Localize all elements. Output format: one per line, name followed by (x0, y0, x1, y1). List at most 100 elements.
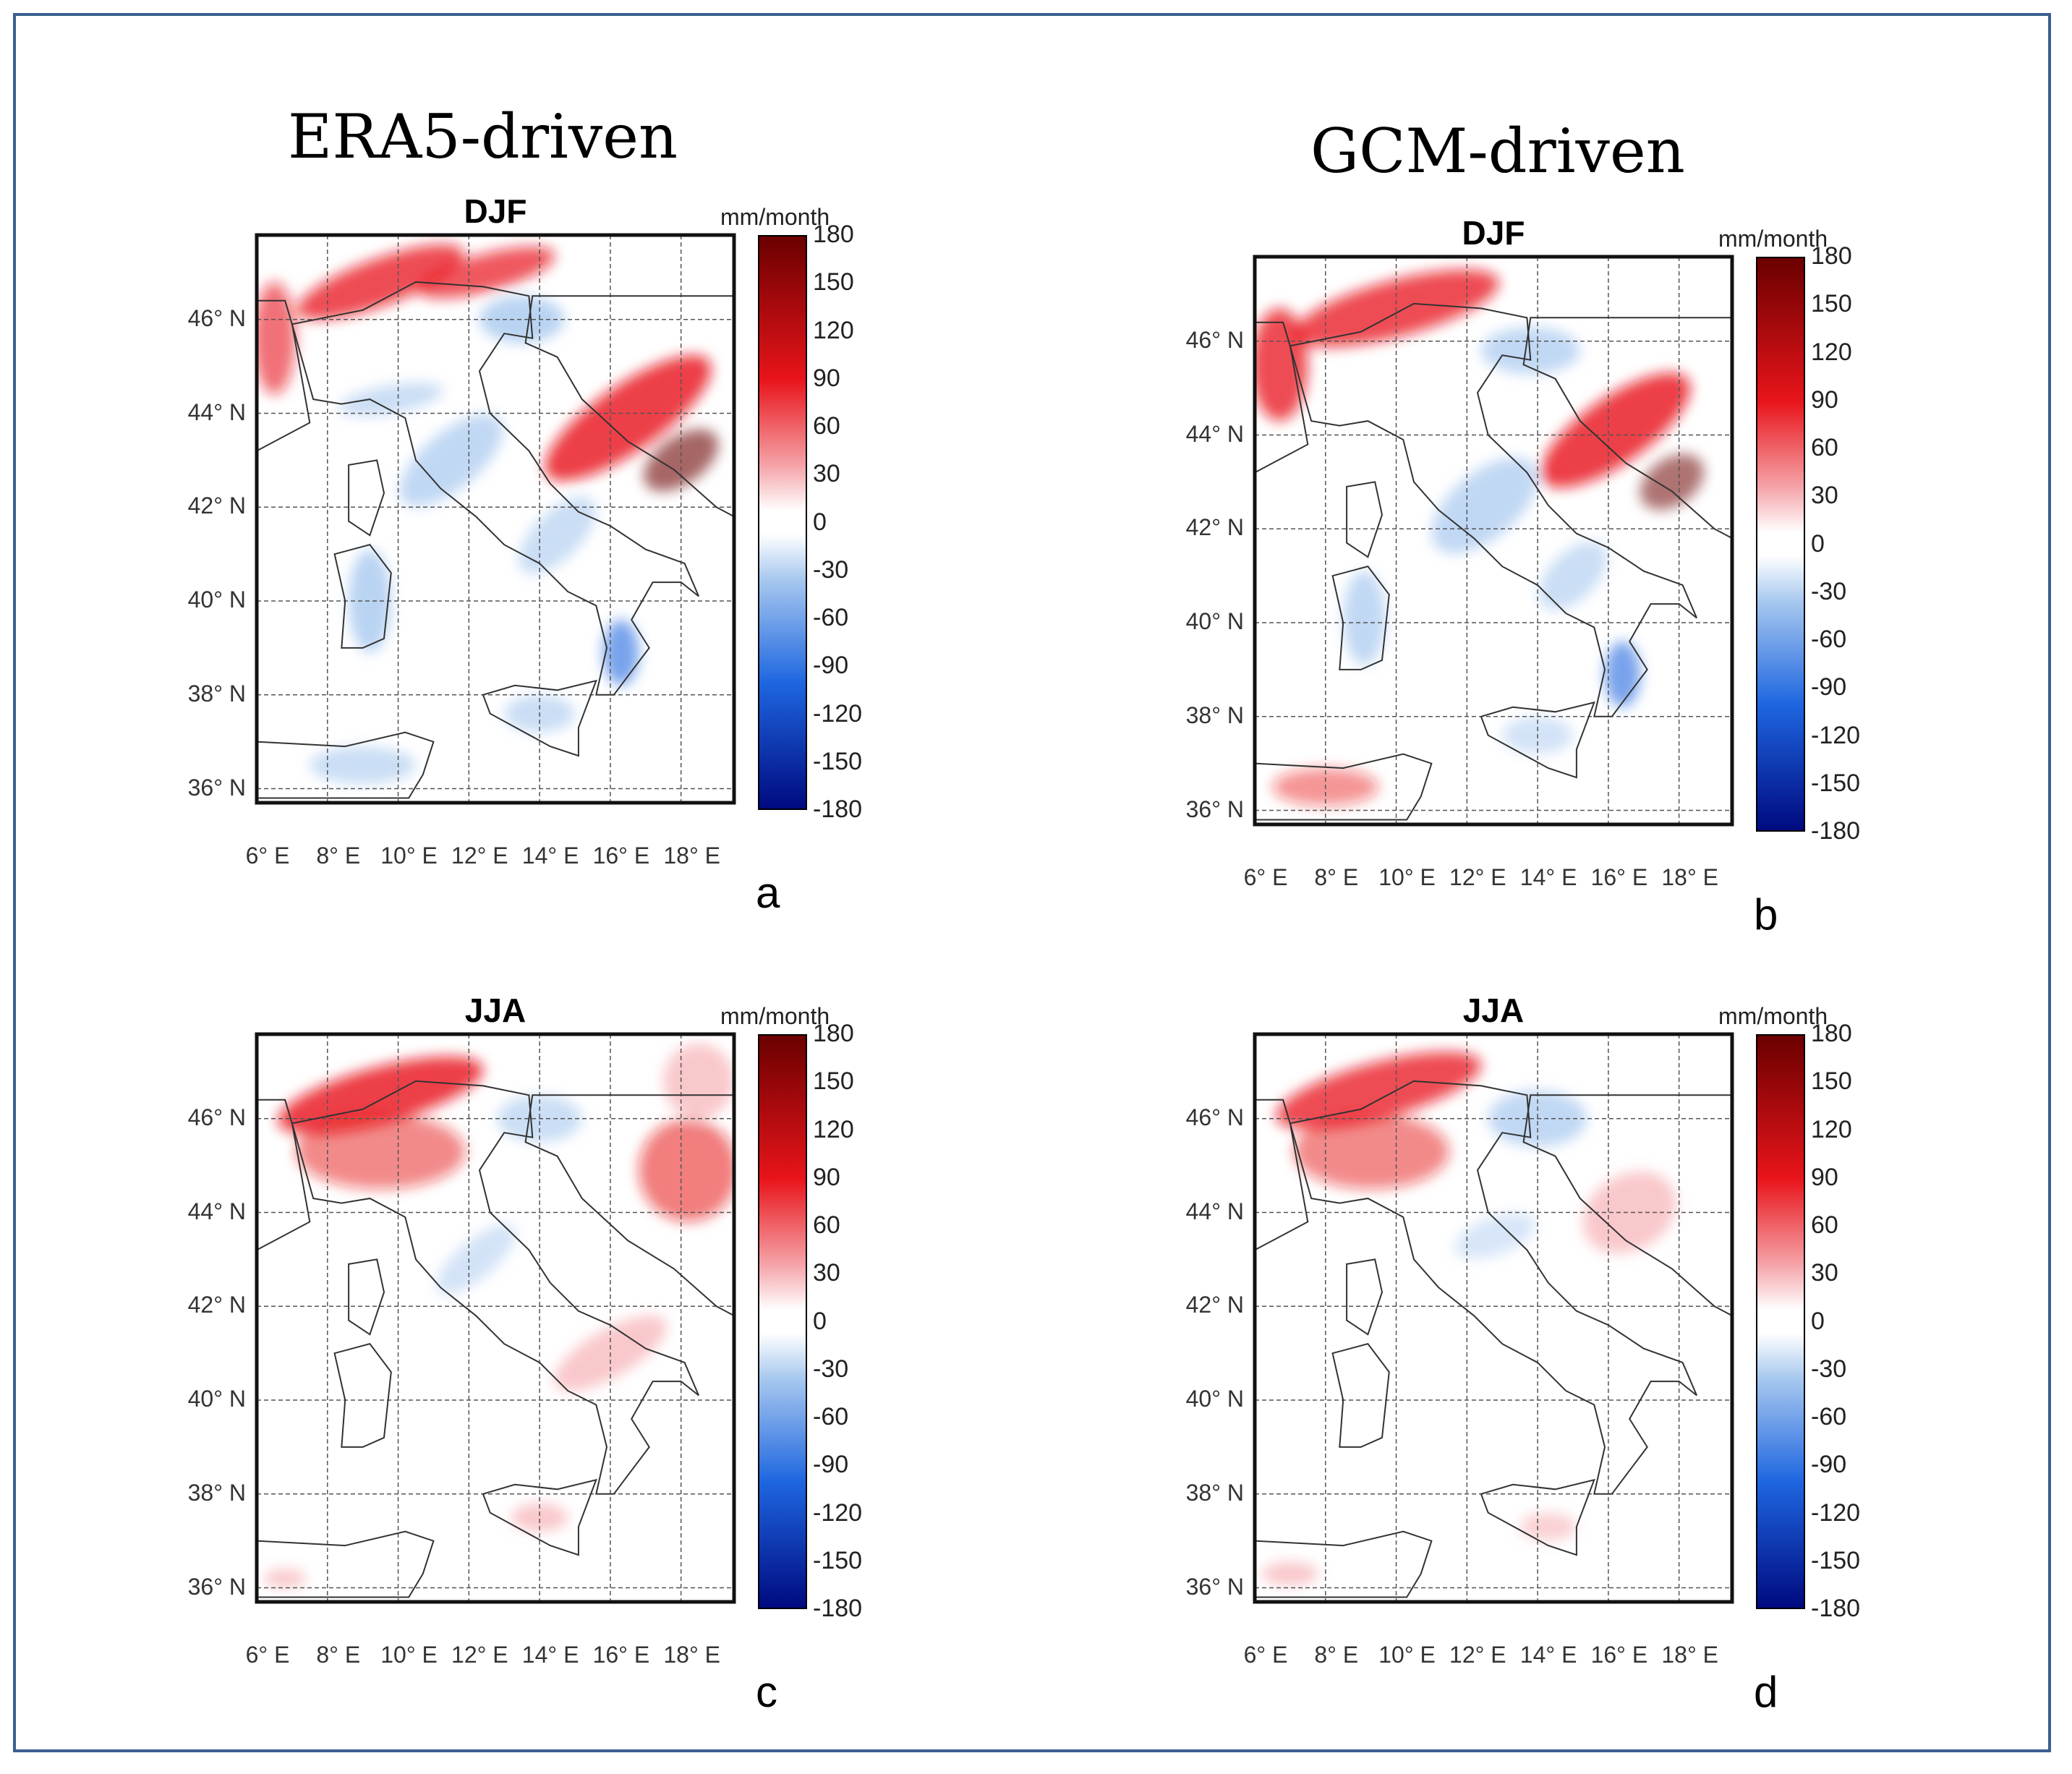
coastline (333, 544, 392, 649)
latitude-label: 40° N (187, 587, 246, 613)
colorbar-tick-label: 90 (1811, 385, 1838, 414)
field-anomaly (545, 355, 712, 481)
field-anomaly (479, 296, 565, 344)
colorbar-tick-label: -180 (1811, 1595, 1861, 1622)
colorbar-tick-label: 60 (813, 1211, 840, 1239)
colorbar-tick-label: -180 (813, 796, 863, 823)
longitude-label: 16° E (1590, 864, 1648, 890)
precipitation-map (255, 1032, 736, 1604)
map-panel-d: JJA mm/month 46° N 44° N 42° N 40° N 38° N 36° … (1164, 987, 2072, 1716)
longitude-label: 16° E (592, 1642, 650, 1668)
colorbar-tick-label: 150 (813, 1067, 854, 1096)
latitude-label: 46° N (187, 304, 246, 331)
colorbar-tick-label: 0 (1811, 529, 1825, 558)
field-anomaly (639, 1118, 734, 1222)
colorbar-tick-label: 0 (813, 508, 827, 536)
colorbar-tick-label: 0 (813, 1307, 827, 1335)
latitude-label: 40° N (187, 1386, 246, 1412)
colorbar-tick-label: -30 (813, 555, 849, 584)
coastline (348, 1258, 385, 1336)
colorbar-tick-label: 60 (1811, 1211, 1838, 1239)
colorbar-tick-label: -120 (813, 1498, 863, 1527)
panel-label: c (756, 1668, 777, 1716)
colorbar-tick-label: -30 (1811, 1355, 1847, 1383)
field-anomaly (1538, 541, 1608, 610)
panel-title: DJF (464, 192, 527, 230)
precipitation-map (255, 233, 736, 805)
panel-title: DJF (1462, 214, 1525, 252)
field-anomaly (418, 247, 555, 299)
field-anomaly (297, 244, 464, 320)
coastline (1522, 1094, 1732, 1317)
coastline (1255, 257, 1309, 474)
field-anomaly (398, 414, 503, 507)
longitude-label: 12° E (1449, 864, 1506, 890)
field-anomaly (1519, 1512, 1577, 1541)
longitude-label: 14° E (1519, 1642, 1577, 1668)
field-anomaly (1582, 1172, 1676, 1254)
coastline (1480, 1478, 1595, 1556)
longitude-label: 8° E (316, 1642, 361, 1668)
longitude-label: 6° E (1243, 1642, 1288, 1668)
longitude-label: 12° E (451, 1642, 508, 1668)
longitude-label: 18° E (663, 1642, 720, 1668)
colorbar (1756, 257, 1805, 832)
colorbar-tick-label: 30 (1811, 482, 1838, 510)
coastline (257, 731, 435, 799)
colorbar (1756, 1034, 1805, 1609)
field-anomaly (1431, 457, 1538, 554)
field-anomaly (518, 496, 597, 574)
colorbar-tick-label: 0 (1811, 1307, 1825, 1335)
latitude-label: 46° N (187, 1104, 246, 1130)
colorbar-tick-label: -150 (813, 1546, 863, 1574)
colorbar-tick-label: 150 (1811, 1067, 1852, 1096)
colorbar-tick-label: -90 (1811, 1451, 1847, 1479)
longitude-label: 10° E (380, 1642, 438, 1668)
colorbar-tick-label: -180 (1811, 817, 1861, 845)
colorbar (758, 1034, 807, 1609)
colorbar-tick-label: 90 (1811, 1163, 1838, 1191)
coastline (291, 1080, 700, 1495)
longitude-label: 10° E (1378, 864, 1436, 890)
field-anomaly (1343, 571, 1386, 665)
coastline (524, 1094, 734, 1317)
colorbar-tick-label: -120 (1811, 721, 1861, 749)
map-panel-a: DJF mm/month 46° N 44° N 42° N 40° N 38° N 36° … (166, 188, 1135, 917)
colorbar-tick-label: -30 (1811, 577, 1847, 605)
precipitation-map (1253, 255, 1734, 827)
colorbar-tick-label: -90 (813, 652, 849, 680)
colorbar (758, 235, 807, 810)
longitude-label: 18° E (1661, 1642, 1718, 1668)
map-panel-c: JJA mm/month 46° N 44° N 42° N 40° N 38° N 36° … (166, 987, 1135, 1716)
colorbar-tick-label: 30 (1811, 1259, 1838, 1287)
latitude-label: 38° N (1185, 702, 1244, 728)
longitude-label: 12° E (451, 843, 508, 869)
longitude-label: 8° E (1314, 1642, 1359, 1668)
coastline (291, 281, 700, 696)
panel-title: JJA (464, 992, 526, 1029)
field-anomaly (1276, 1052, 1482, 1130)
coastline (1255, 1530, 1433, 1598)
field-anomaly (1261, 1561, 1318, 1586)
field-anomaly (511, 1503, 568, 1532)
latitude-label: 42° N (187, 492, 246, 519)
colorbar-tick-label: -150 (1811, 769, 1861, 797)
coastline (1331, 1343, 1390, 1448)
field-anomaly (338, 383, 444, 417)
colorbar-tick-label: -180 (813, 1595, 863, 1622)
coastline (348, 459, 385, 537)
latitude-label: 42° N (1185, 514, 1244, 541)
latitude-label: 44° N (187, 398, 246, 425)
colorbar-tick-label: 120 (1811, 338, 1852, 366)
longitude-label: 18° E (663, 843, 720, 869)
latitude-label: 38° N (187, 1479, 246, 1506)
longitude-label: 16° E (1590, 1642, 1648, 1668)
latitude-label: 40° N (1185, 1386, 1244, 1412)
coastline (1331, 566, 1390, 670)
field-anomaly (310, 746, 416, 785)
longitude-label: 8° E (1314, 864, 1359, 890)
field-anomaly (263, 1569, 307, 1588)
field-anomaly (257, 281, 296, 395)
colorbar-tick-label: 180 (1811, 242, 1852, 270)
longitude-label: 6° E (245, 1642, 290, 1668)
